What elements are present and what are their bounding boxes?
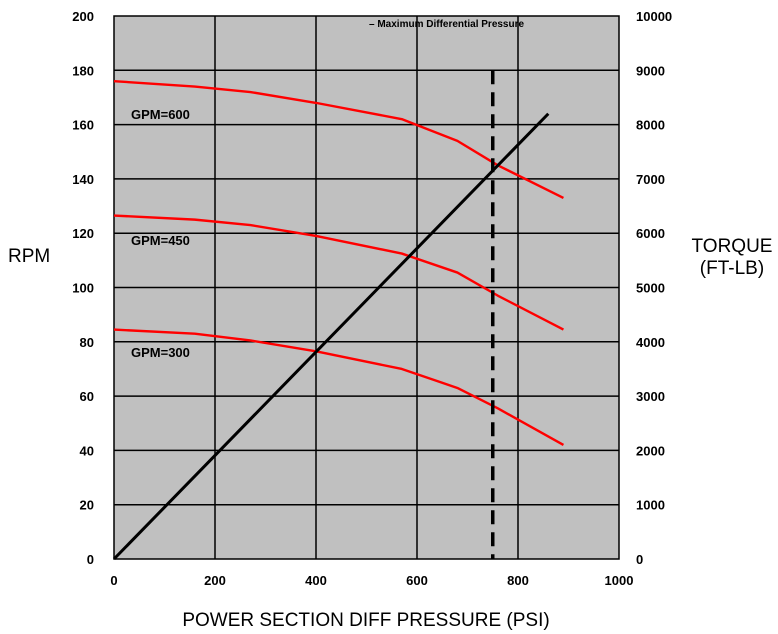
- y2-tick-label: 7000: [636, 172, 665, 187]
- y2-tick-label: 6000: [636, 226, 665, 241]
- y-axis-title: RPM: [8, 246, 50, 267]
- torque-line-group: [112, 112, 550, 561]
- y2-axis-title-line2: (FT-LB): [700, 258, 764, 279]
- rpm-curve-labels: GPM=600 GPM=450 GPM=300: [131, 107, 190, 360]
- y2-tick-label: 1000: [636, 498, 665, 513]
- curve-label: GPM=600: [131, 107, 190, 122]
- x-tick-label: 1000: [605, 573, 634, 588]
- y2-tick-label: 9000: [636, 63, 665, 78]
- pressure-axis-ticks: 0 200 400 600 800 1000: [110, 573, 633, 588]
- curve-label: GPM=450: [131, 233, 190, 248]
- y-tick-label: 140: [72, 172, 94, 187]
- y-tick-label: 0: [87, 552, 94, 567]
- torque-line: [112, 112, 550, 561]
- rpm-axis-ticks: 0 20 40 60 80 100 120 140 160 180 200: [72, 9, 94, 567]
- curve-label: GPM=300: [131, 345, 190, 360]
- x-axis-title: POWER SECTION DIFF PRESSURE (PSI): [182, 610, 549, 631]
- x-tick-label: 600: [406, 573, 428, 588]
- y2-tick-label: 2000: [636, 443, 665, 458]
- legend-max-pressure: – Maximum Differential Pressure: [369, 19, 524, 30]
- x-tick-label: 800: [507, 573, 529, 588]
- y-tick-label: 160: [72, 118, 94, 133]
- y-tick-label: 120: [72, 226, 94, 241]
- y-tick-label: 180: [72, 63, 94, 78]
- y2-tick-label: 3000: [636, 389, 665, 404]
- y-tick-label: 20: [80, 498, 94, 513]
- grid: [114, 16, 619, 559]
- y-tick-label: 40: [80, 443, 94, 458]
- x-tick-label: 200: [204, 573, 226, 588]
- y2-tick-label: 0: [636, 552, 643, 567]
- x-tick-label: 0: [110, 573, 117, 588]
- y-tick-label: 100: [72, 281, 94, 296]
- y2-axis-title-line1: TORQUE: [692, 236, 773, 257]
- y-tick-label: 60: [80, 389, 94, 404]
- y2-tick-label: 4000: [636, 335, 665, 350]
- x-tick-label: 400: [305, 573, 327, 588]
- y-tick-label: 200: [72, 9, 94, 24]
- y2-tick-label: 8000: [636, 118, 665, 133]
- torque-axis-ticks: 0 1000 2000 3000 4000 5000 6000 7000 8000 9000 100…: [636, 9, 672, 567]
- y2-tick-label: 5000: [636, 281, 665, 296]
- y2-tick-label: 10000: [636, 9, 672, 24]
- y-tick-label: 80: [80, 335, 94, 350]
